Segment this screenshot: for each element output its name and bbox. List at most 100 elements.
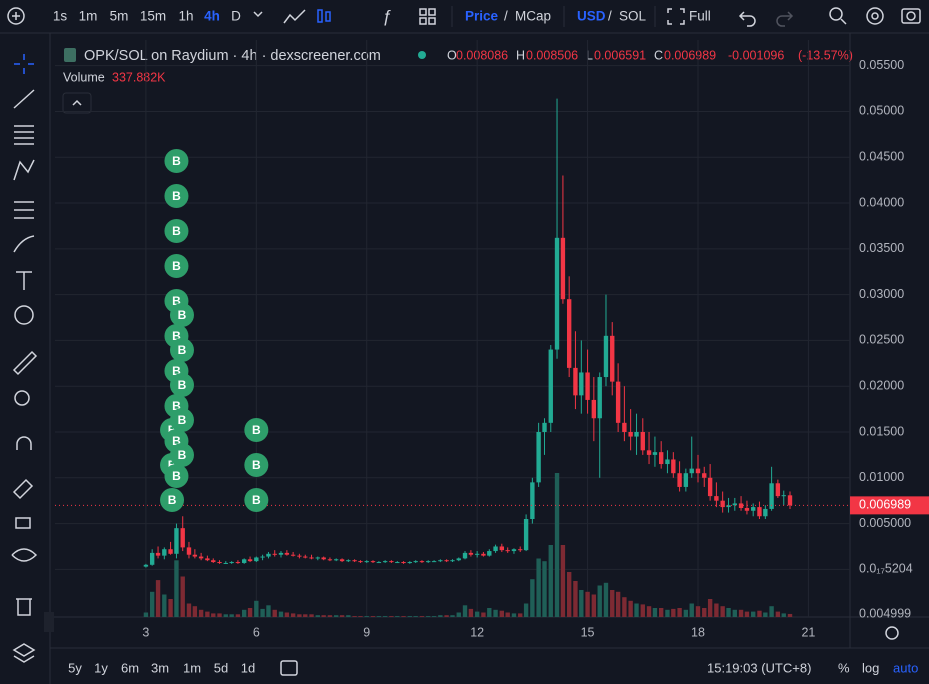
- full-button[interactable]: Full: [689, 9, 711, 24]
- volume-bar: [149, 591, 155, 617]
- volume-bar: [346, 615, 351, 617]
- volume-bar: [241, 609, 247, 617]
- buy-marker-label: B: [178, 378, 187, 392]
- candle-body: [474, 553, 480, 555]
- plot-area: 3 6 9 12 15 18 21 0.05500 0.05000 0.04500 0.04000 0…: [55, 40, 929, 639]
- candle-body: [205, 558, 210, 561]
- collapse-button[interactable]: [62, 92, 92, 114]
- brush-tool[interactable]: [13, 235, 35, 253]
- range-button[interactable]: 6m: [121, 660, 139, 675]
- candle-icon[interactable]: [317, 9, 323, 23]
- screenshot-icon[interactable]: [901, 8, 921, 24]
- volume-bar: [683, 609, 689, 617]
- delete-tool[interactable]: [16, 598, 32, 616]
- interval-button[interactable]: 5m: [110, 9, 129, 24]
- fib-tool[interactable]: [14, 125, 34, 145]
- ruler-tool[interactable]: [12, 350, 38, 376]
- usd-toggle[interactable]: USD: [577, 9, 606, 24]
- candle-body: [247, 559, 253, 562]
- volume-bar: [634, 603, 639, 617]
- buy-marker-label: B: [172, 259, 181, 273]
- buy-marker: [244, 488, 269, 512]
- line-chart-icon[interactable]: [283, 9, 306, 24]
- redo-icon[interactable]: [776, 11, 794, 27]
- volume-bar: [658, 608, 664, 617]
- volume-bar: [217, 613, 222, 617]
- volume-bar: [235, 614, 241, 617]
- interval-button[interactable]: 1h: [178, 9, 193, 24]
- zoom-icon[interactable]: [829, 7, 843, 21]
- volume-bar: [751, 611, 756, 617]
- layout-icon[interactable]: [419, 8, 427, 16]
- visibility-tool[interactable]: [11, 548, 38, 562]
- log-toggle[interactable]: log: [862, 660, 879, 675]
- candle-body: [579, 372, 584, 396]
- candle-body: [198, 556, 204, 559]
- interval-button[interactable]: 1m: [79, 9, 98, 24]
- zoom-tool[interactable]: [14, 390, 30, 406]
- candle-body: [646, 450, 652, 455]
- lock-tool[interactable]: [15, 517, 31, 529]
- y-tick-label: 0.05500: [859, 58, 904, 72]
- interval-button[interactable]: 1s: [53, 9, 68, 24]
- interval-dropdown[interactable]: [253, 11, 263, 18]
- settings-icon[interactable]: [866, 7, 884, 25]
- draw-lock-tool[interactable]: [12, 478, 34, 500]
- price-toggle[interactable]: Price: [465, 9, 499, 24]
- range-button[interactable]: 5y: [68, 660, 82, 675]
- volume-bar: [744, 611, 750, 617]
- volume-bar: [505, 612, 510, 617]
- date-range-icon[interactable]: [280, 660, 298, 676]
- axis-settings[interactable]: [885, 626, 899, 640]
- range-button[interactable]: 1y: [94, 660, 108, 675]
- buy-marker: [164, 149, 189, 173]
- volume-bar: [438, 615, 443, 617]
- magnet-tool[interactable]: [16, 436, 32, 450]
- volume-bar: [493, 609, 498, 617]
- volume-bar: [290, 613, 296, 617]
- candle-body: [346, 560, 351, 562]
- interval-button[interactable]: D: [231, 9, 241, 24]
- candle-body: [732, 503, 737, 506]
- volume-bar: [192, 606, 198, 617]
- interval-button[interactable]: 15m: [140, 9, 166, 24]
- emoji-tool[interactable]: [14, 305, 34, 325]
- buy-marker-label: B: [172, 364, 181, 378]
- buy-marker: [244, 453, 269, 477]
- candle-body: [566, 299, 572, 368]
- layers-tool[interactable]: [12, 643, 36, 663]
- forecast-tool[interactable]: [14, 201, 34, 219]
- range-button[interactable]: 5d: [214, 660, 228, 675]
- volume-bar: [321, 615, 326, 617]
- volume-bar: [205, 611, 210, 617]
- undo-icon[interactable]: [738, 11, 756, 27]
- candle-body: [352, 560, 357, 562]
- mcap-toggle[interactable]: MCap: [515, 9, 551, 24]
- candle-body: [603, 335, 609, 378]
- crosshair-tool[interactable]: [14, 54, 34, 74]
- volume-bar: [431, 616, 437, 617]
- volume-bar: [297, 614, 302, 617]
- candle-body: [707, 477, 713, 497]
- sol-toggle[interactable]: SOL: [619, 9, 647, 24]
- auto-toggle[interactable]: auto: [893, 660, 918, 675]
- candle-body: [542, 422, 547, 432]
- x-tick-label: 3: [142, 625, 149, 639]
- range-button[interactable]: 1m: [183, 660, 201, 675]
- range-button[interactable]: 3m: [151, 660, 169, 675]
- interval-button[interactable]: 4h: [204, 9, 220, 24]
- indicator-icon[interactable]: ƒ: [382, 6, 391, 25]
- add-symbol-icon[interactable]: [7, 7, 25, 25]
- panel-handle[interactable]: [44, 612, 54, 632]
- ohlc-text: O: [447, 48, 457, 62]
- candle-body: [303, 556, 308, 558]
- candle-body: [358, 561, 363, 563]
- trend-line-tool[interactable]: [13, 89, 35, 109]
- text-tool[interactable]: [16, 271, 32, 290]
- range-button[interactable]: 1d: [241, 660, 255, 675]
- candle-body: [597, 377, 602, 419]
- pattern-tool[interactable]: [13, 159, 35, 181]
- percent-toggle[interactable]: %: [838, 660, 850, 675]
- candle-body: [339, 559, 345, 562]
- fullscreen-icon[interactable]: [667, 8, 685, 25]
